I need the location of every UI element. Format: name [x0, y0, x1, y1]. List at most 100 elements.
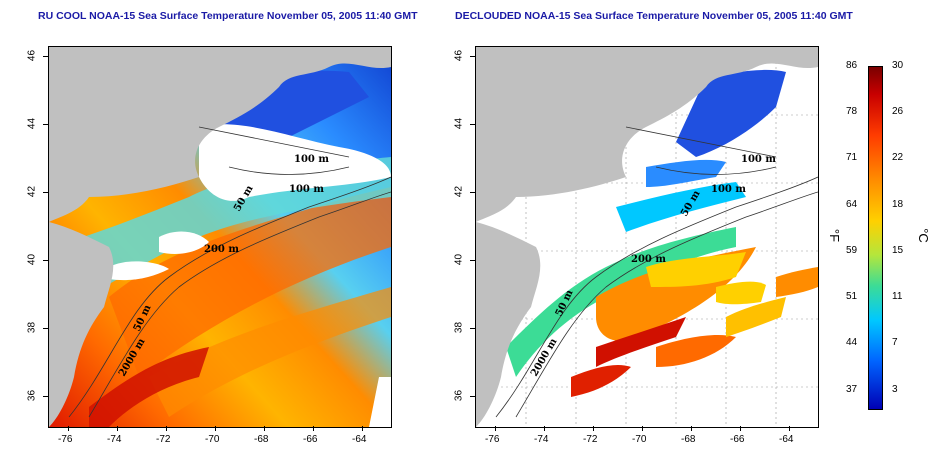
x-tick-mark [789, 426, 790, 431]
temperature-colorbar [868, 66, 883, 410]
y-tick-label: 42 [26, 185, 38, 198]
fahrenheit-tick-label: 51 [846, 291, 858, 303]
y-tick-mark [470, 328, 475, 329]
contour-label-100m: 100 m [711, 184, 746, 195]
contour-200m [515, 191, 818, 418]
fahrenheit-tick-label: 44 [846, 337, 858, 349]
y-tick-label: 44 [26, 117, 38, 130]
x-tick-label: -68 [254, 434, 269, 445]
y-tick-label: 40 [26, 253, 38, 266]
contour-label-100m: 100 m [294, 154, 329, 165]
map-edge [369, 377, 391, 427]
y-tick-mark [470, 260, 475, 261]
contour-100m [198, 126, 350, 175]
x-tick-label: -72 [156, 434, 171, 445]
y-tick-label: 38 [453, 321, 465, 334]
y-tick-label: 40 [453, 253, 465, 266]
contour-2000m [68, 176, 391, 418]
x-tick-label: -74 [107, 434, 122, 445]
x-tick-mark [740, 426, 741, 431]
x-tick-label: -64 [779, 434, 794, 445]
celsius-tick-label: 15 [892, 244, 904, 256]
warm-patch [716, 281, 766, 305]
y-tick-label: 44 [453, 117, 465, 130]
celsius-tick-label: 7 [892, 337, 898, 349]
contour-label-100m: 100 m [289, 184, 324, 195]
x-tick-label: -72 [583, 434, 598, 445]
warm-core [571, 365, 631, 397]
warm-core [596, 317, 686, 367]
cloud [159, 231, 209, 254]
y-tick-label: 46 [453, 49, 465, 62]
gulf-of-maine-water [676, 69, 786, 157]
x-tick-mark [117, 426, 118, 431]
celsius-tick-label: 30 [892, 60, 904, 71]
y-tick-mark [470, 56, 475, 57]
fahrenheit-unit-label: °F [827, 228, 843, 243]
x-tick-mark [544, 426, 545, 431]
warm-core [89, 347, 209, 427]
fahrenheit-tick-label: 59 [846, 244, 858, 256]
y-tick-mark [43, 396, 48, 397]
raw-sst-map-graphic: 100 m 100 m 200 m 50 m 50 m 2000 m [49, 47, 391, 427]
celsius-tick-label: 11 [892, 291, 903, 303]
warm-patch [776, 267, 818, 297]
y-tick-mark [43, 328, 48, 329]
land [476, 47, 818, 222]
celsius-unit-label: °C [915, 228, 931, 243]
x-tick-label: -66 [303, 434, 318, 445]
cloud [109, 261, 169, 281]
y-tick-mark [470, 396, 475, 397]
x-tick-label: -76 [485, 434, 500, 445]
x-tick-mark [215, 426, 216, 431]
raw-sst-map: 100 m 100 m 200 m 50 m 50 m 2000 m [48, 46, 392, 428]
x-tick-mark [166, 426, 167, 431]
contour-label-200m: 200 m [631, 254, 666, 265]
contour-label-200m: 200 m [204, 244, 239, 255]
warm-band [149, 287, 391, 417]
fahrenheit-tick-label: 64 [846, 198, 858, 210]
y-tick-mark [43, 260, 48, 261]
x-tick-mark [68, 426, 69, 431]
celsius-tick-label: 22 [892, 152, 904, 164]
contour-2000m [495, 176, 818, 418]
y-tick-mark [470, 124, 475, 125]
y-tick-label: 46 [26, 49, 38, 62]
x-tick-label: -68 [681, 434, 696, 445]
declouded-sst-map: 100 m 100 m 200 m 50 m 50 m 2000 m [475, 46, 819, 428]
warm-patch [646, 252, 746, 287]
x-tick-mark [593, 426, 594, 431]
x-tick-label: -76 [58, 434, 73, 445]
y-tick-mark [43, 192, 48, 193]
warm-band [109, 187, 391, 377]
x-tick-mark [495, 426, 496, 431]
y-tick-label: 36 [26, 389, 38, 402]
fahrenheit-tick-label: 86 [846, 60, 858, 71]
y-tick-mark [470, 192, 475, 193]
left-map-title: RU COOL NOAA-15 Sea Surface Temperature … [38, 10, 418, 22]
land [476, 222, 541, 427]
fahrenheit-tick-label: 78 [846, 106, 858, 118]
y-tick-label: 38 [26, 321, 38, 334]
coastal-water [506, 227, 736, 377]
x-tick-label: -74 [534, 434, 549, 445]
celsius-tick-label: 18 [892, 198, 904, 210]
x-tick-mark [264, 426, 265, 431]
cloud [199, 124, 391, 201]
fahrenheit-tick-label: 37 [846, 383, 858, 395]
x-tick-label: -64 [352, 434, 367, 445]
x-tick-label: -66 [730, 434, 745, 445]
celsius-tick-label: 26 [892, 106, 904, 118]
declouded-sst-map-graphic: 100 m 100 m 200 m 50 m 50 m 2000 m [476, 47, 818, 427]
x-tick-mark [642, 426, 643, 431]
warm-patch [726, 297, 786, 337]
y-tick-label: 36 [453, 389, 465, 402]
land [49, 47, 391, 222]
x-tick-mark [362, 426, 363, 431]
y-tick-mark [43, 56, 48, 57]
contour-200m [88, 191, 391, 418]
right-map-title: DECLOUDED NOAA-15 Sea Surface Temperatur… [455, 10, 853, 22]
land [49, 222, 114, 427]
shelf-water [49, 157, 391, 317]
fahrenheit-tick-label: 71 [846, 152, 858, 164]
